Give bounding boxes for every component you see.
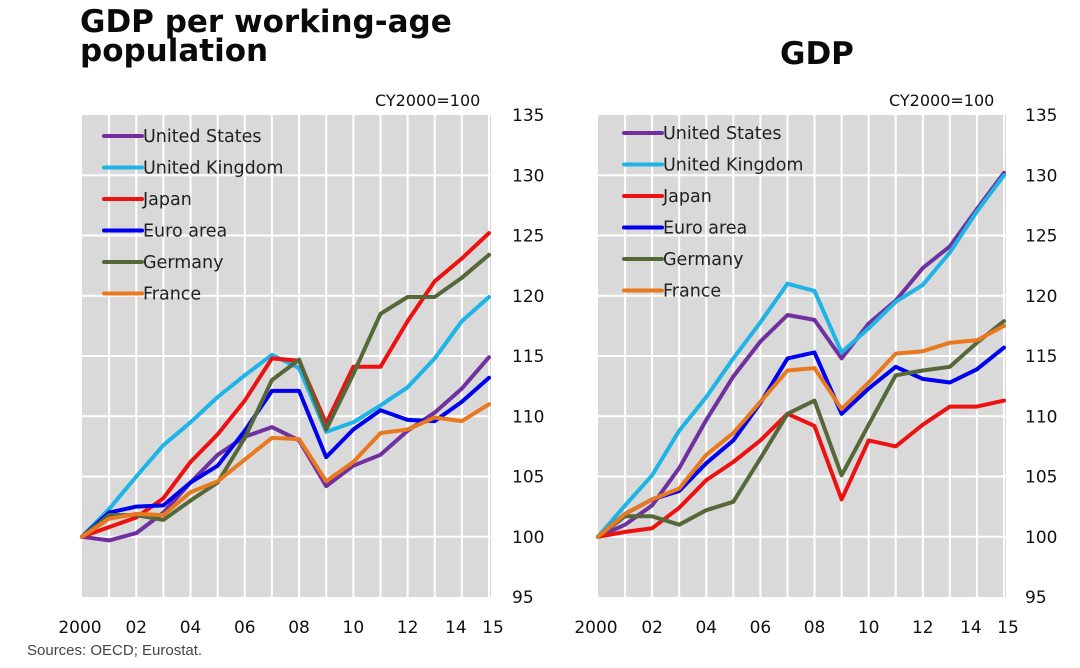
legend-label: Japan	[662, 187, 712, 207]
y-tick-label: 95	[1025, 588, 1047, 608]
x-tick-label: 02	[641, 618, 663, 638]
series-line-germany	[80, 252, 491, 539]
y-tick-label: 125	[512, 227, 544, 247]
legend-label: Germany	[663, 250, 743, 270]
legend-label: France	[663, 282, 721, 302]
chart-title-right: GDP	[780, 36, 854, 72]
x-tick-label: 08	[804, 618, 826, 638]
legend-label: Euro area	[143, 222, 227, 242]
y-tick-label: 105	[1025, 468, 1057, 488]
y-tick-label: 110	[1025, 407, 1057, 427]
y-tick-label: 115	[512, 347, 544, 367]
y-tick-label: 120	[1025, 287, 1057, 307]
y-tick-label: 95	[512, 588, 534, 608]
legend-label: United States	[143, 127, 262, 147]
x-tick-label: 14	[445, 618, 467, 638]
x-tick-label: 08	[288, 618, 310, 638]
y-tick-label: 100	[512, 528, 544, 548]
y-tick-label: 135	[512, 106, 544, 126]
x-tick-label: 02	[125, 618, 147, 638]
x-tick-label: 15	[482, 618, 504, 638]
index-base-note-left: CY2000=100	[375, 91, 481, 110]
legend-label: Euro area	[663, 219, 747, 239]
index-base-note-right: CY2000=100	[889, 91, 995, 110]
legend-label: United Kingdom	[663, 156, 803, 176]
x-tick-label: 14	[960, 618, 982, 638]
legend-label: Germany	[143, 253, 223, 273]
chart-left: 95 100 105 110 115 120 125 130 135 2000 02 04 06 08 10…	[58, 106, 544, 638]
y-tick-label: 100	[1025, 528, 1057, 548]
x-tick-label: 10	[343, 618, 365, 638]
x-tick-label: 04	[695, 618, 717, 638]
legend-label: United Kingdom	[143, 159, 283, 179]
y-tick-label: 115	[1025, 347, 1057, 367]
series-line-united-states	[596, 170, 1006, 539]
chart-title-left: GDP per working-age population	[80, 4, 452, 69]
x-tick-label: 12	[912, 618, 934, 638]
y-tick-label: 125	[1025, 227, 1057, 247]
y-tick-label: 110	[512, 407, 544, 427]
x-tick-label: 15	[997, 618, 1019, 638]
x-tick-label: 06	[750, 618, 772, 638]
y-tick-label: 120	[512, 287, 544, 307]
x-tick-label: 2000	[574, 618, 617, 638]
y-tick-label: 130	[1025, 166, 1057, 186]
x-tick-label: 04	[180, 618, 202, 638]
series-line-united-kingdom	[596, 173, 1006, 539]
x-tick-label: 2000	[58, 618, 101, 638]
x-tick-label: 06	[234, 618, 256, 638]
x-tick-label: 10	[858, 618, 880, 638]
chart-right: 95 100 105 110 115 120 125 130 135 2000 02 04 06 08 10…	[574, 106, 1057, 638]
series-line-france	[596, 323, 1006, 539]
y-tick-label: 130	[512, 166, 544, 186]
series-line-euro-area	[80, 375, 491, 539]
source-note: Sources: OECD; Eurostat.	[27, 642, 203, 659]
legend-label: France	[143, 285, 201, 305]
y-tick-label: 105	[512, 468, 544, 488]
series-line-japan	[596, 398, 1006, 539]
legend-label: United States	[663, 124, 782, 144]
x-tick-label: 12	[397, 618, 419, 638]
y-tick-label: 135	[1025, 106, 1057, 126]
legend-label: Japan	[142, 190, 192, 210]
series-line-germany	[596, 319, 1006, 539]
series-line-france	[80, 402, 491, 539]
